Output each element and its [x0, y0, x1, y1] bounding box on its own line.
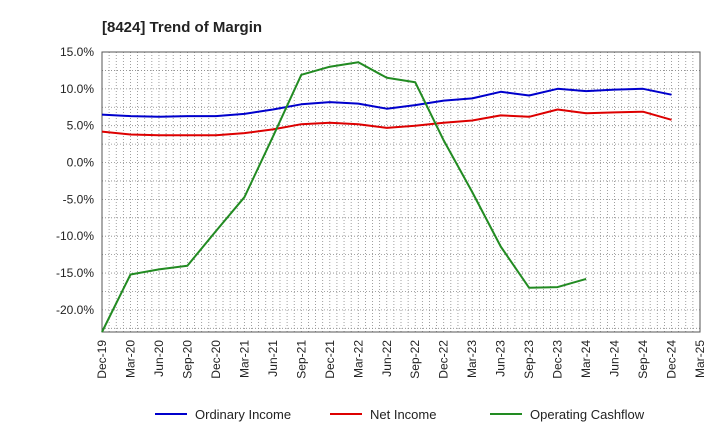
x-tick-label: Jun-20: [152, 340, 166, 377]
chart-title: [8424] Trend of Margin: [102, 19, 262, 36]
x-tick-label: Dec-24: [665, 340, 679, 379]
x-tick-label: Sep-23: [522, 340, 536, 379]
x-tick-label: Mar-20: [123, 340, 137, 378]
y-tick-label: -5.0%: [63, 192, 95, 206]
x-tick-label: Dec-19: [95, 340, 109, 379]
x-tick-label: Dec-20: [209, 340, 223, 379]
y-axis: 15.0% 10.0% 5.0% 0.0% -5.0% -10.0% -15.0% -20.0…: [56, 45, 94, 317]
x-tick-label: Mar-23: [465, 340, 479, 378]
x-tick-label: Mar-24: [579, 340, 593, 378]
x-tick-label: Dec-21: [323, 340, 337, 379]
series-line-ordinary-income: [101, 87, 672, 118]
legend-label-operating-cashflow: Operating Cashflow: [530, 407, 645, 422]
series-line-net-income: [101, 108, 672, 137]
x-tick-label: Jun-22: [380, 340, 394, 377]
y-tick-label: 0.0%: [67, 156, 95, 170]
x-tick-label: Dec-23: [551, 340, 565, 379]
x-tick-label: Mar-22: [351, 340, 365, 378]
series-line-operating-cashflow: [101, 61, 587, 333]
x-tick-label: Jun-23: [494, 340, 508, 377]
y-tick-label: 10.0%: [60, 82, 94, 96]
y-tick-label: -20.0%: [56, 303, 94, 317]
x-tick-label: Sep-22: [408, 340, 422, 379]
plot-frame: [101, 51, 701, 333]
legend-label-ordinary-income: Ordinary Income: [195, 407, 291, 422]
legend-label-net-income: Net Income: [370, 407, 436, 422]
x-tick-label: Sep-21: [294, 340, 308, 379]
x-tick-label: Mar-25: [693, 340, 707, 378]
x-tick-label: Jun-21: [266, 340, 280, 377]
legend: Ordinary Income Net Income Operating Cashf…: [155, 407, 645, 422]
x-tick-label: Jun-24: [608, 340, 622, 377]
series-layer: [101, 61, 672, 333]
y-tick-label: -15.0%: [56, 266, 94, 280]
x-tick-label: Sep-20: [180, 340, 194, 379]
x-tick-label: Dec-22: [437, 340, 451, 379]
grid: [102, 52, 700, 332]
y-tick-label: -10.0%: [56, 229, 94, 243]
x-axis: Dec-19 Mar-20 Jun-20 Sep-20 Dec-20 Mar-21 Jun-…: [95, 340, 707, 379]
y-tick-label: 15.0%: [60, 45, 94, 59]
x-tick-label: Sep-24: [636, 340, 650, 379]
y-tick-label: 5.0%: [67, 119, 95, 133]
x-tick-label: Mar-21: [237, 340, 251, 378]
